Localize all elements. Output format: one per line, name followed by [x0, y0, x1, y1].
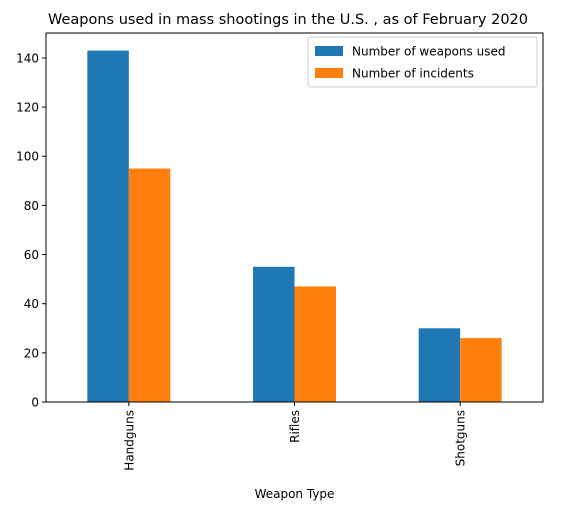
- x-axis-title: Weapon Type: [255, 487, 335, 501]
- x-tick-label-handguns: Handguns: [122, 410, 136, 471]
- bar-handguns-series-1: [87, 51, 129, 402]
- y-tick-label: 40: [24, 297, 39, 311]
- bar-handguns-series-2: [129, 169, 171, 402]
- y-tick-label: 60: [24, 248, 39, 262]
- legend-swatch-series-1: [315, 46, 343, 56]
- bar-shotguns-series-2: [460, 338, 502, 402]
- chart-title: Weapons used in mass shootings in the U.…: [48, 12, 528, 28]
- bar-rifles-series-1: [253, 267, 295, 402]
- legend-swatch-series-2: [315, 68, 343, 78]
- y-tick-label: 80: [24, 199, 39, 213]
- legend-label-series-2: Number of incidents: [352, 67, 474, 81]
- x-tick-label-shotguns: Shotguns: [454, 410, 468, 466]
- y-tick-label: 140: [16, 51, 39, 65]
- legend: Number of weapons used Number of incident…: [308, 37, 537, 87]
- bars-group: [87, 51, 501, 402]
- y-tick-label: 20: [24, 346, 39, 360]
- bar-rifles-series-2: [295, 286, 337, 402]
- y-tick-label: 100: [16, 150, 39, 164]
- y-tick-label: 0: [31, 396, 39, 410]
- y-tick-label: 120: [16, 101, 39, 115]
- bar-shotguns-series-1: [419, 328, 461, 402]
- x-axis: Handguns Rifles Shotguns: [122, 402, 467, 471]
- x-tick-label-rifles: Rifles: [288, 410, 302, 443]
- y-axis: 0 20 40 60 80 100 120 140: [16, 51, 46, 409]
- legend-label-series-1: Number of weapons used: [352, 45, 505, 59]
